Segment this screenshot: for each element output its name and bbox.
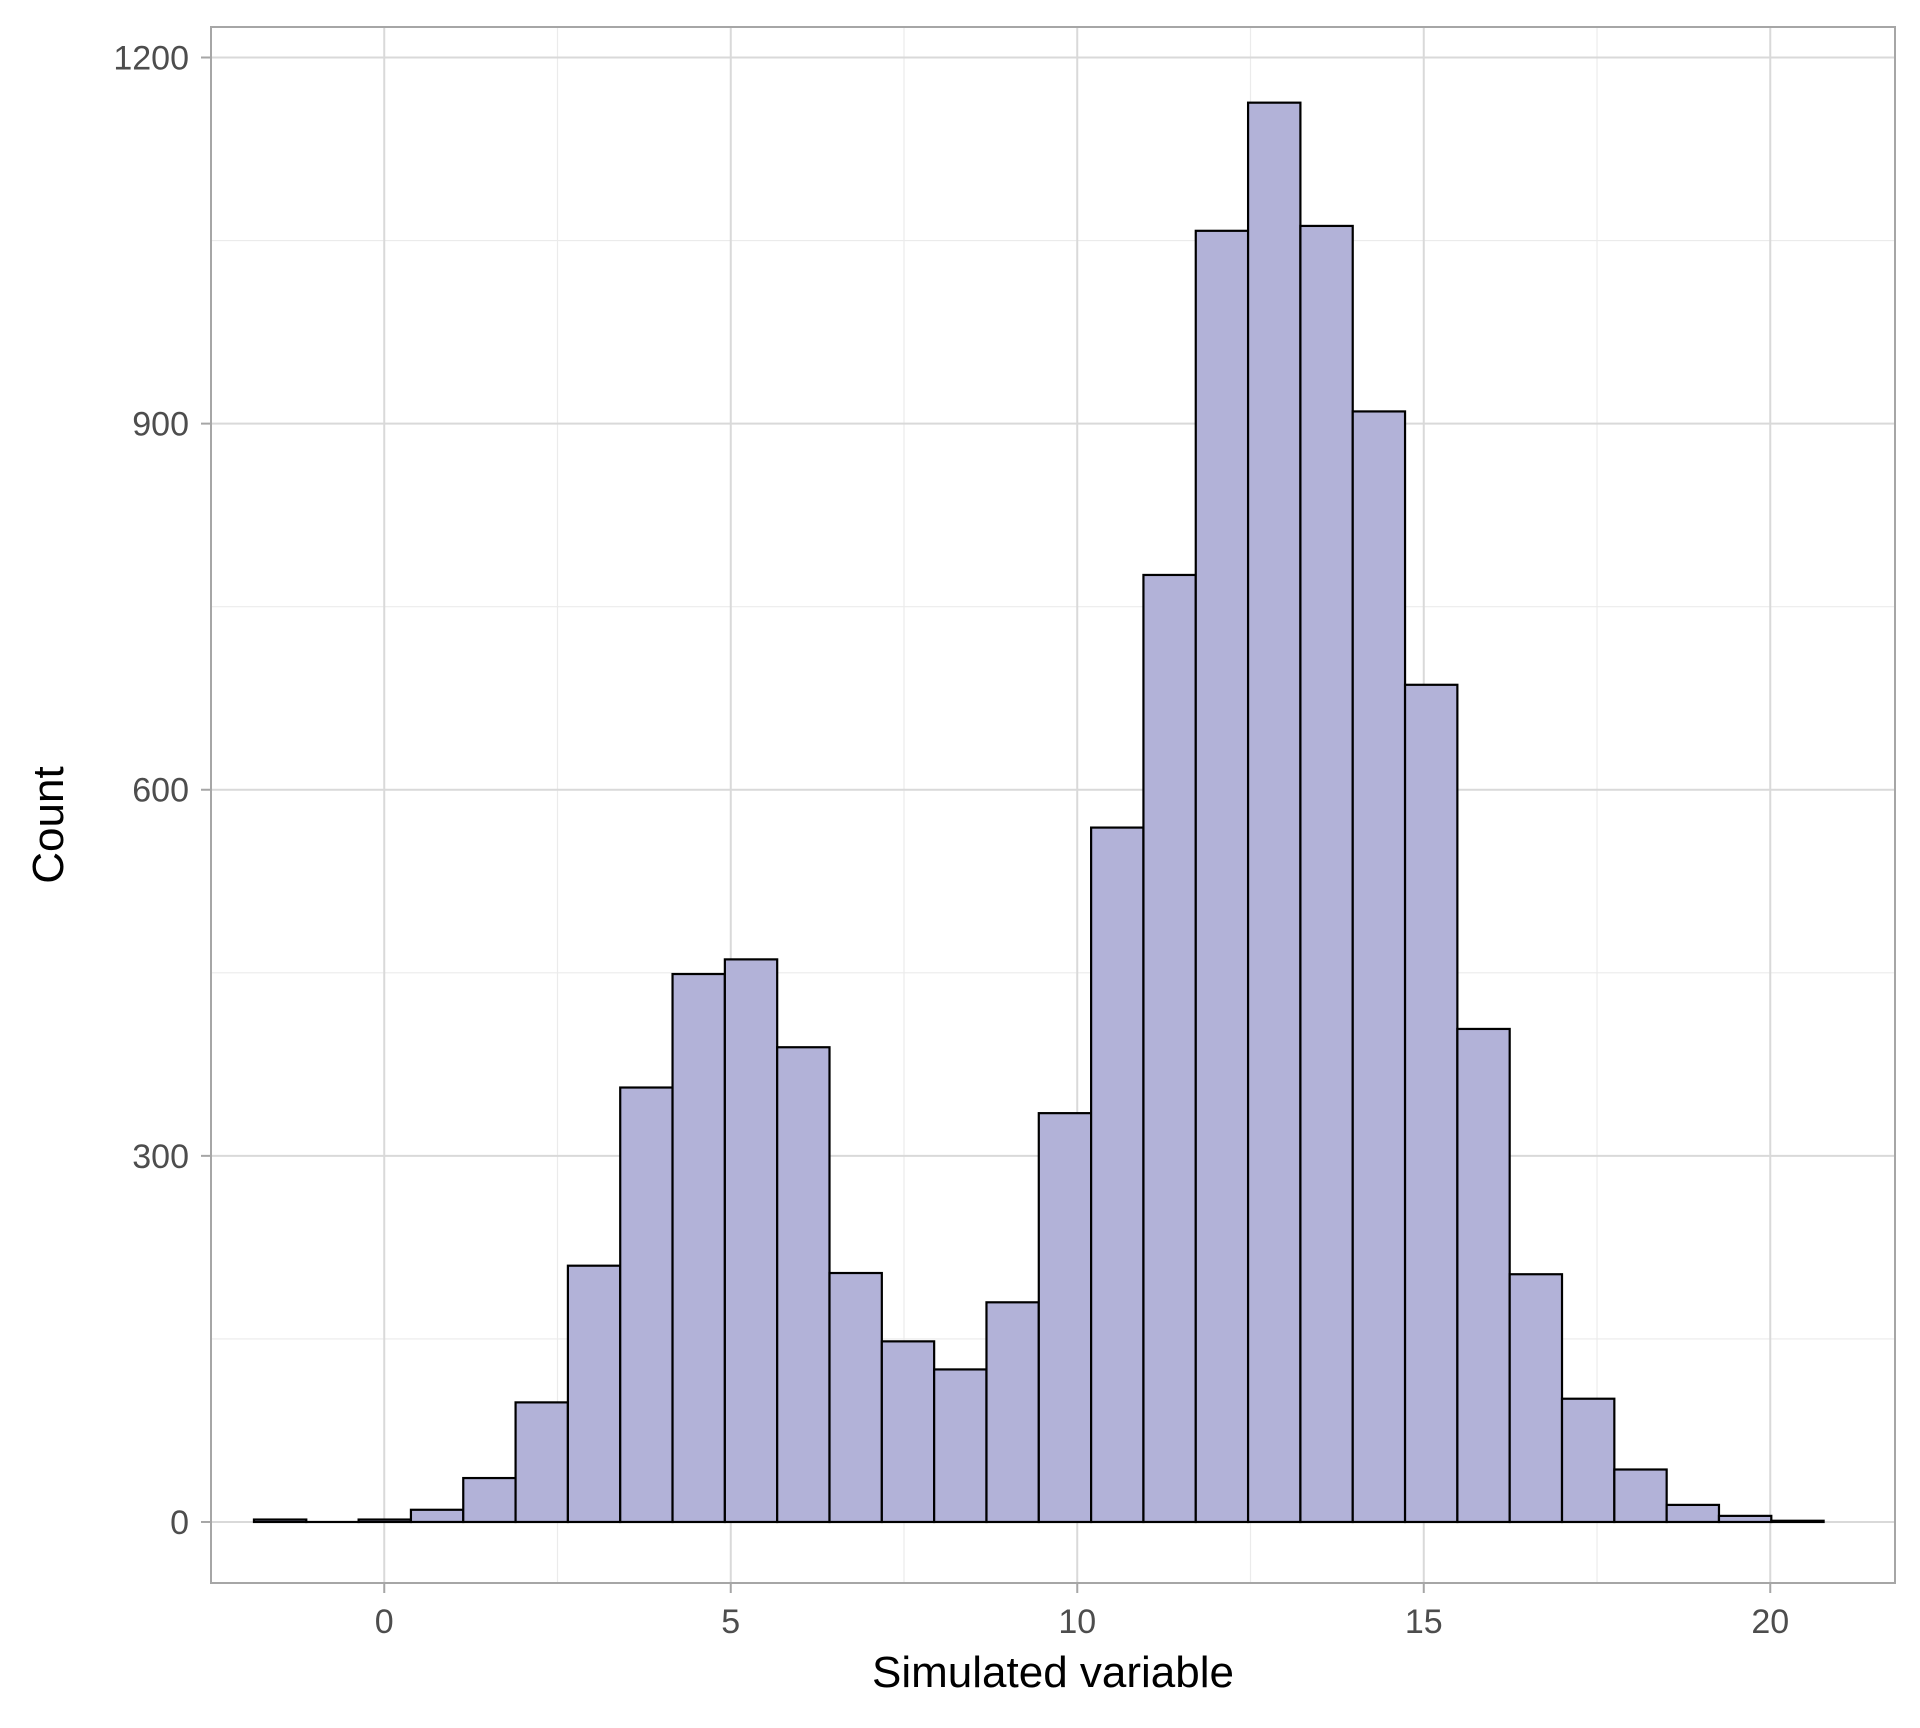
histogram-bar — [985, 1301, 1040, 1524]
histogram-bar — [1717, 1514, 1773, 1524]
histogram-bar — [1665, 1503, 1721, 1524]
y-tick-label: 600 — [132, 772, 189, 810]
y-tick-label: 300 — [132, 1138, 189, 1176]
bar-layer — [252, 101, 1825, 1524]
panel-border — [210, 26, 1896, 1584]
histogram-bar — [671, 972, 726, 1524]
histogram-bar — [1246, 101, 1302, 1524]
histogram-bar — [357, 1518, 413, 1524]
x-tick-label: 0 — [375, 1603, 394, 1641]
histogram-bar — [776, 1046, 831, 1524]
x-tick-label: 15 — [1405, 1603, 1443, 1641]
histogram-bar — [252, 1518, 308, 1524]
histogram-bar — [1090, 826, 1145, 1524]
histogram-bar — [828, 1271, 883, 1524]
histogram-bar — [1456, 1027, 1511, 1524]
histogram-bar — [514, 1401, 569, 1524]
histogram-bar — [1142, 573, 1197, 1524]
histogram-bar — [933, 1368, 988, 1524]
histogram-bar — [1403, 683, 1459, 1524]
histogram-bar — [1194, 229, 1250, 1524]
histogram-bar — [1351, 410, 1407, 1524]
histogram-bar — [880, 1340, 936, 1524]
y-tick-label: 0 — [170, 1504, 189, 1542]
x-tick-label: 10 — [1058, 1603, 1096, 1641]
x-tick-label: 5 — [721, 1603, 740, 1641]
histogram-bar — [1770, 1519, 1825, 1524]
histogram-bar — [1560, 1397, 1616, 1524]
histogram-bar — [566, 1264, 622, 1524]
histogram-bar — [1037, 1112, 1093, 1524]
histogram-bar — [619, 1086, 674, 1524]
y-axis: 0 300 600 900 1200 — [113, 40, 211, 1542]
x-tick-label: 20 — [1751, 1603, 1789, 1641]
y-axis-title: Count — [24, 766, 73, 883]
histogram-bar — [462, 1476, 517, 1524]
y-tick-label: 900 — [132, 406, 189, 444]
histogram-bar — [723, 958, 779, 1524]
histogram-bar — [1299, 224, 1354, 1524]
x-axis-title: Simulated variable — [872, 1648, 1234, 1697]
histogram-bar — [1508, 1273, 1564, 1524]
x-axis: 0 5 10 15 20 — [375, 1583, 1789, 1641]
histogram-bar — [409, 1508, 465, 1524]
y-tick-label: 1200 — [113, 40, 189, 78]
histogram-bar — [1613, 1468, 1668, 1524]
